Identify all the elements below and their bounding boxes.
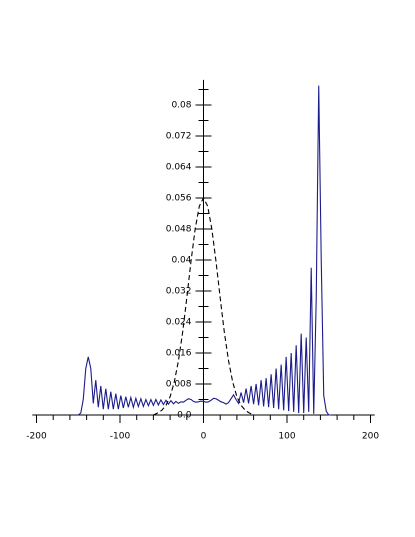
x-tick-label: -200 xyxy=(26,432,47,442)
y-tick-label: 0.056 xyxy=(166,194,192,204)
series-line xyxy=(77,85,332,416)
y-tick-label: 0.024 xyxy=(166,318,192,328)
x-tick-label: 100 xyxy=(278,432,295,442)
y-tick-label: 0.072 xyxy=(166,132,192,142)
y-tick-label: 0.048 xyxy=(166,225,192,235)
x-tick-label: 200 xyxy=(362,432,379,442)
y-tick-label: 0.064 xyxy=(166,163,192,173)
y-tick-label: 0.08 xyxy=(171,101,191,111)
series-line xyxy=(153,196,254,416)
y-tick-label: 0.0 xyxy=(177,411,192,421)
y-tick-label: 0.008 xyxy=(166,380,192,390)
y-tick-label: 0.032 xyxy=(166,287,192,297)
y-tick-label: 0.016 xyxy=(166,349,192,359)
x-tick-label: 0 xyxy=(201,432,207,442)
y-tick-label: 0.04 xyxy=(171,256,191,266)
x-tick-label: -100 xyxy=(110,432,131,442)
